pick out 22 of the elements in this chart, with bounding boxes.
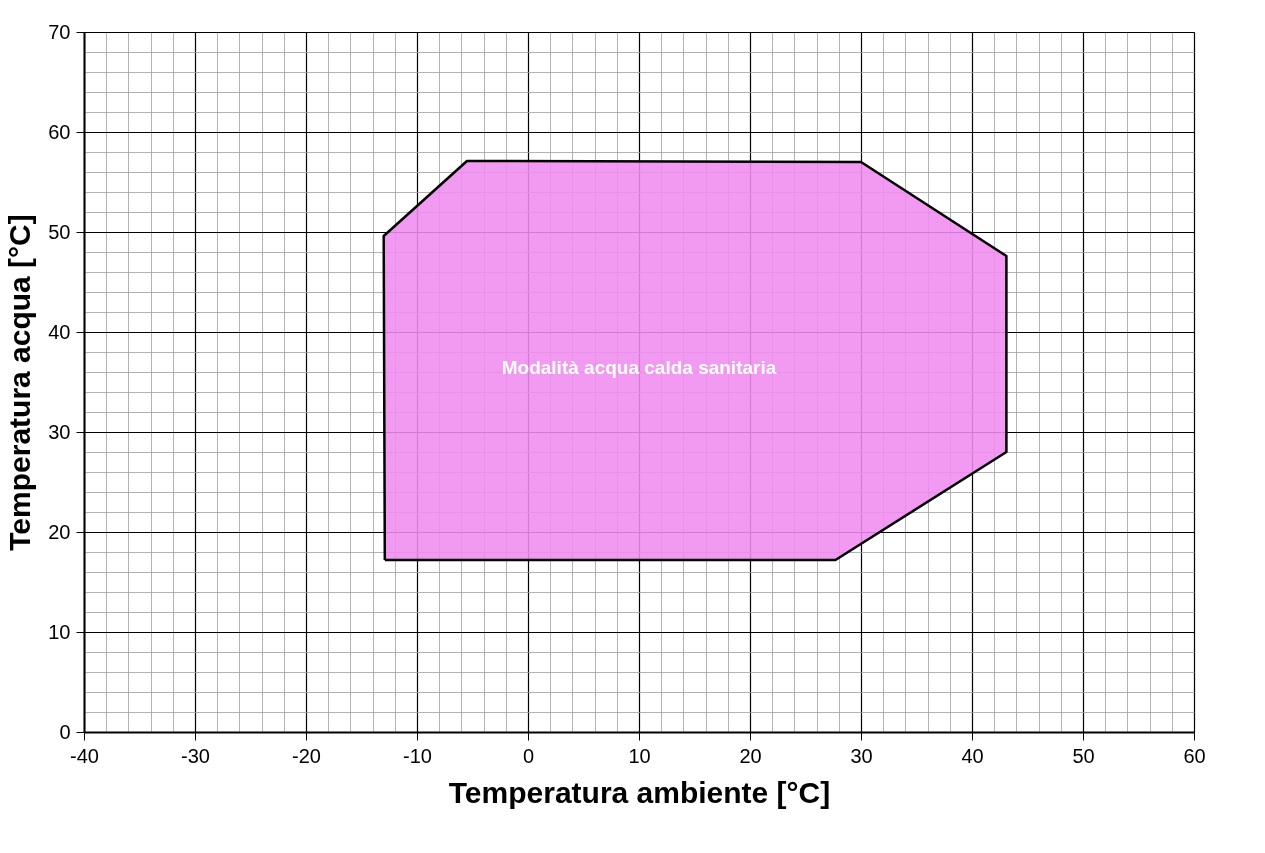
x-axis-title: Temperatura ambiente [°C] <box>448 775 831 809</box>
y-tick-label: 30 <box>48 420 71 443</box>
y-tick-label: 0 <box>59 720 71 743</box>
y-tick-label: 40 <box>48 320 71 343</box>
x-tick-label: 30 <box>850 744 873 767</box>
y-tick-label: 70 <box>48 20 71 43</box>
y-tick-label: 50 <box>48 220 71 243</box>
y-tick-label: 20 <box>48 520 71 543</box>
x-tick-label: 50 <box>1072 744 1095 767</box>
x-tick-label: 40 <box>961 744 984 767</box>
x-tick-label: 60 <box>1183 744 1206 767</box>
y-tick-label: 10 <box>48 620 71 643</box>
y-tick-label: 60 <box>48 120 71 143</box>
x-tick-label: -20 <box>292 744 321 767</box>
x-tick-label: 20 <box>739 744 762 767</box>
annotation: Modalità acqua calda sanitaria <box>501 357 777 378</box>
x-tick-label: -10 <box>403 744 432 767</box>
x-tick-label: 0 <box>522 744 535 767</box>
y-axis-title: Temperatura acqua [°C] <box>3 214 37 551</box>
x-tick-label: 10 <box>628 744 651 767</box>
x-tick-label: -40 <box>70 744 99 767</box>
x-tick-label: -30 <box>181 744 210 767</box>
